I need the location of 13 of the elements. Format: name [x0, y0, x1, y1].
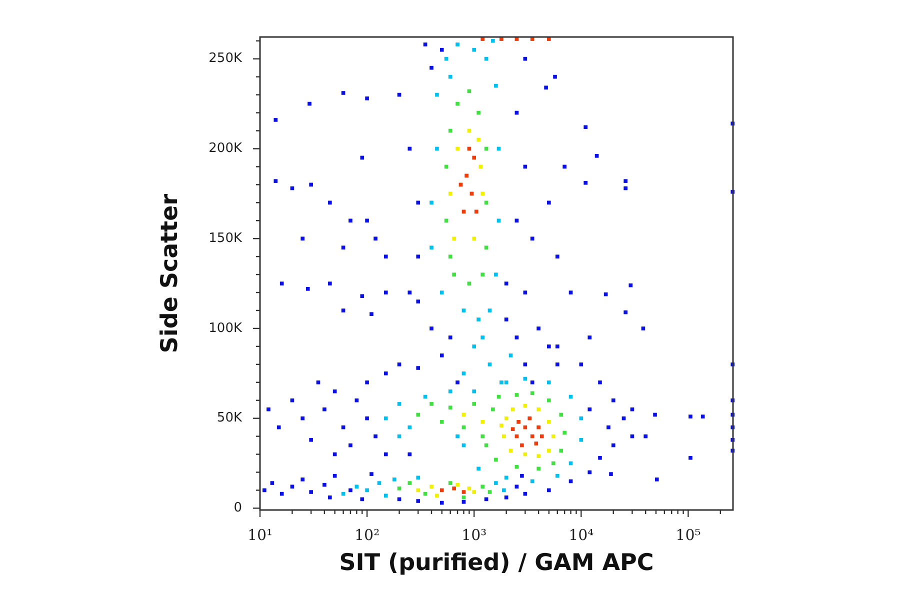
y-tick-label: 150K: [208, 230, 242, 246]
x-tick-label: 10⁴: [568, 526, 594, 544]
x-tick-label: 10¹: [247, 526, 273, 544]
x-tick-label: 10²: [354, 526, 380, 544]
y-tick-label: 200K: [208, 141, 242, 156]
y-tick-label: 50K: [216, 410, 242, 426]
y-tick-label: 250K: [208, 51, 242, 66]
x-axis-title: SIT (purified) / GAM APC: [339, 550, 654, 576]
y-axis-title: Side Scatter: [156, 193, 183, 354]
x-tick-label: 10⁵: [676, 526, 701, 544]
x-tick-label: 10³: [462, 526, 487, 544]
y-tick-label: 100K: [208, 320, 242, 336]
y-tick-label: 0: [234, 500, 242, 516]
